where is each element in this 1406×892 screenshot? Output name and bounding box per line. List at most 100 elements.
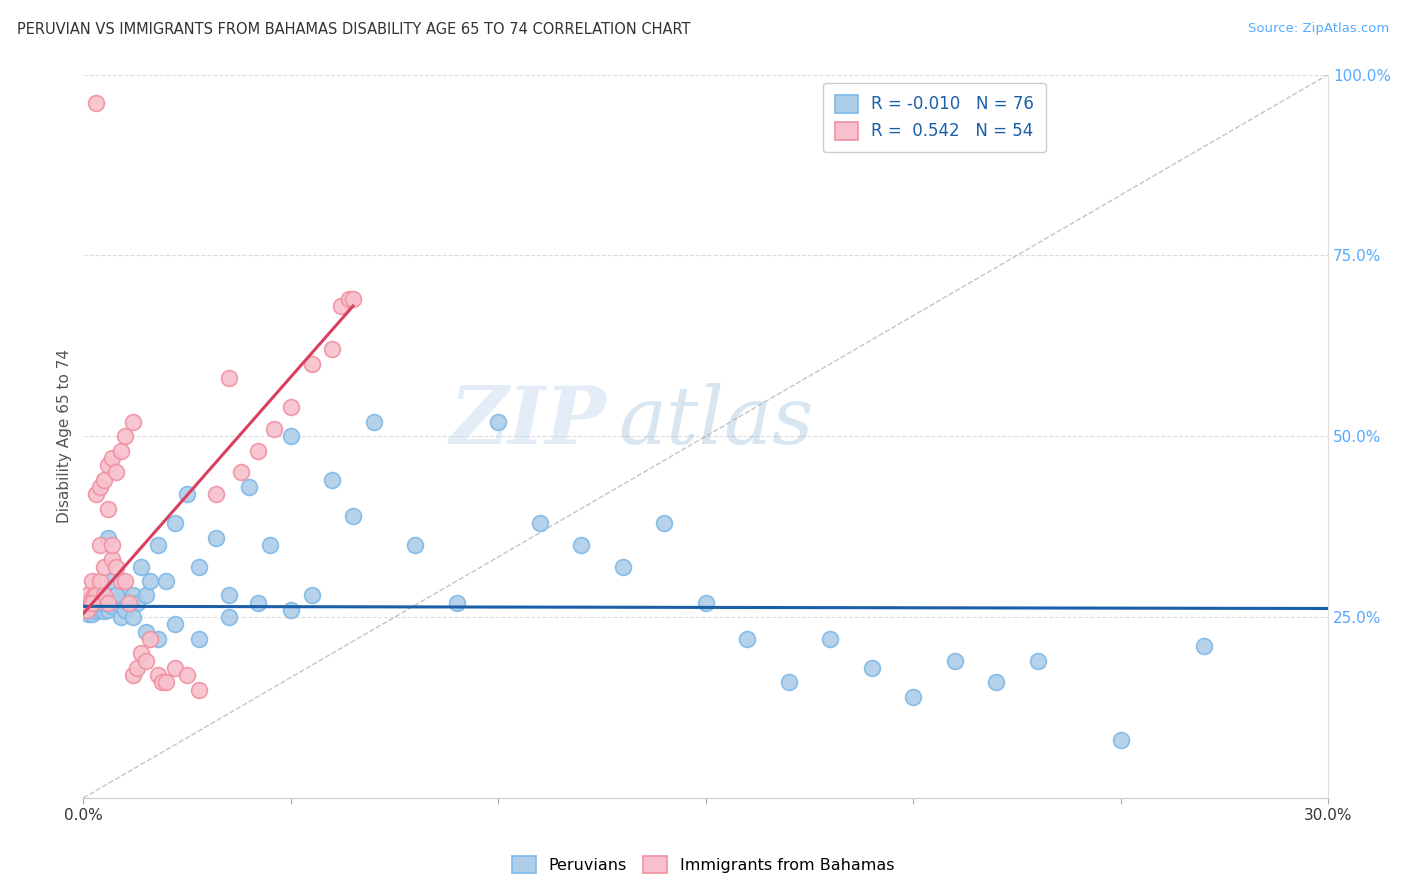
Point: [97, 594, 120, 608]
Point: [84, 596, 107, 610]
Point: [101, 538, 124, 552]
Point: [76, 603, 98, 617]
Point: [238, 480, 260, 494]
Point: [205, 531, 228, 545]
Point: [280, 429, 302, 443]
Point: [363, 415, 385, 429]
Point: [218, 589, 240, 603]
Point: [84, 487, 107, 501]
Point: [101, 450, 124, 465]
Point: [93, 473, 115, 487]
Point: [301, 357, 323, 371]
Point: [205, 487, 228, 501]
Point: [84, 589, 107, 603]
Point: [101, 552, 124, 566]
Point: [246, 443, 269, 458]
Legend: R = -0.010   N = 76, R =  0.542   N = 54: R = -0.010 N = 76, R = 0.542 N = 54: [823, 83, 1046, 152]
Point: [321, 343, 343, 357]
Point: [80, 574, 103, 588]
Point: [163, 661, 186, 675]
Point: [79, 596, 101, 610]
Point: [1026, 654, 1049, 668]
Point: [321, 473, 343, 487]
Point: [529, 516, 551, 530]
Point: [146, 632, 169, 646]
Point: [131, 646, 153, 660]
Point: [280, 603, 302, 617]
Point: [612, 559, 634, 574]
Point: [89, 589, 111, 603]
Point: [97, 531, 120, 545]
Point: [77, 607, 100, 621]
Point: [901, 690, 924, 704]
Point: [93, 596, 115, 610]
Point: [329, 299, 352, 313]
Point: [76, 596, 98, 610]
Point: [89, 603, 111, 617]
Point: [114, 574, 136, 588]
Point: [695, 596, 717, 610]
Point: [84, 604, 107, 618]
Point: [486, 415, 509, 429]
Point: [114, 603, 136, 617]
Point: [176, 668, 198, 682]
Legend: Peruvians, Immigrants from Bahamas: Peruvians, Immigrants from Bahamas: [506, 849, 900, 880]
Point: [778, 675, 800, 690]
Point: [1109, 733, 1132, 747]
Point: [110, 443, 132, 458]
Point: [89, 574, 111, 588]
Point: [122, 610, 145, 624]
Point: [218, 610, 240, 624]
Point: [101, 574, 124, 588]
Point: [110, 610, 132, 624]
Point: [131, 559, 153, 574]
Point: [79, 599, 101, 614]
Point: [155, 574, 177, 588]
Point: [93, 592, 115, 607]
Point: [986, 675, 1008, 690]
Point: [404, 538, 426, 552]
Point: [155, 675, 177, 690]
Point: [114, 429, 136, 443]
Point: [150, 675, 173, 690]
Point: [76, 603, 98, 617]
Point: [80, 592, 103, 607]
Point: [93, 559, 115, 574]
Point: [146, 538, 169, 552]
Point: [259, 538, 281, 552]
Text: Source: ZipAtlas.com: Source: ZipAtlas.com: [1249, 22, 1389, 36]
Point: [93, 604, 115, 618]
Point: [127, 661, 149, 675]
Point: [84, 96, 107, 111]
Point: [97, 501, 120, 516]
Point: [446, 596, 468, 610]
Point: [943, 654, 966, 668]
Point: [146, 668, 169, 682]
Text: ZIP: ZIP: [450, 383, 606, 460]
Point: [176, 487, 198, 501]
Point: [110, 589, 132, 603]
Point: [105, 466, 128, 480]
Point: [280, 401, 302, 415]
Point: [105, 589, 128, 603]
Point: [135, 654, 157, 668]
Point: [122, 415, 145, 429]
Point: [97, 603, 120, 617]
Point: [163, 617, 186, 632]
Point: [188, 682, 211, 697]
Point: [114, 599, 136, 614]
Point: [818, 632, 841, 646]
Point: [127, 596, 149, 610]
Point: [263, 422, 285, 436]
Point: [93, 589, 115, 603]
Point: [342, 508, 364, 523]
Point: [735, 632, 758, 646]
Point: [83, 597, 105, 611]
Point: [80, 604, 103, 618]
Point: [652, 516, 675, 530]
Point: [89, 538, 111, 552]
Point: [337, 292, 360, 306]
Point: [188, 559, 211, 574]
Point: [138, 632, 160, 646]
Point: [84, 596, 107, 610]
